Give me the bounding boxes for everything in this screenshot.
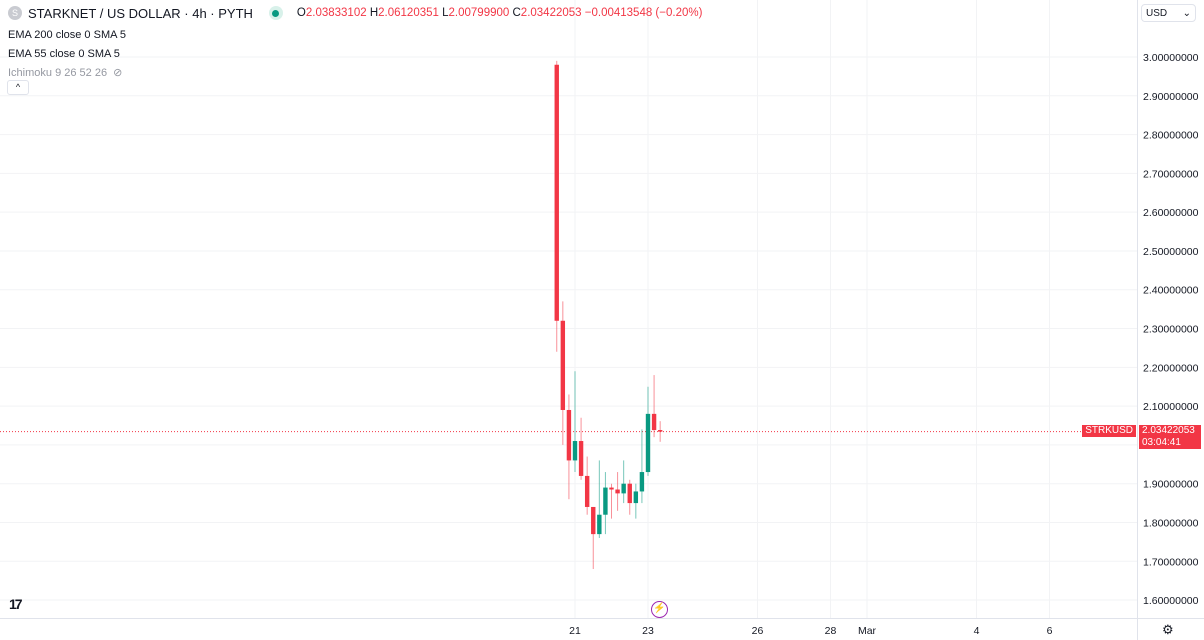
chevron-down-icon: ⌄ <box>1182 8 1191 19</box>
collapse-legend-button[interactable]: ^ <box>7 80 29 95</box>
x-tick-label: 26 <box>752 625 764 637</box>
x-tick-label: Mar <box>858 625 877 637</box>
symbol-price-tag: STRKUSD <box>1082 425 1136 437</box>
y-tick-label: 1.90000000 <box>1143 479 1199 491</box>
lightning-icon[interactable]: ⚡ <box>651 601 668 618</box>
candle-body <box>597 514 602 535</box>
candle-body <box>639 472 645 492</box>
y-tick-label: 1.60000000 <box>1143 595 1199 607</box>
y-tick-label: 2.10000000 <box>1143 401 1199 413</box>
candle-body <box>554 64 559 321</box>
y-tick-label: 3.00000000 <box>1143 52 1199 64</box>
y-tick-label: 1.80000000 <box>1143 517 1199 529</box>
x-tick-label: 23 <box>642 625 654 637</box>
candle-body <box>645 413 651 473</box>
candle-body <box>651 413 657 431</box>
currency-select[interactable]: USD ⌄ <box>1141 4 1196 22</box>
y-tick-label: 2.90000000 <box>1143 91 1199 103</box>
candle-body <box>615 489 620 494</box>
x-tick-label: 28 <box>825 625 837 637</box>
y-tick-label: 1.70000000 <box>1143 556 1199 568</box>
y-tick-label: 2.20000000 <box>1143 362 1199 374</box>
x-tick-label: 6 <box>1047 625 1053 637</box>
candle-body <box>560 320 566 410</box>
indicator-ema-200[interactable]: EMA 200 close 0 SMA 5 <box>8 29 127 41</box>
x-tick-label: 21 <box>569 625 581 637</box>
y-tick-label: 2.30000000 <box>1143 324 1199 336</box>
symbol-title[interactable]: STARKNET / US DOLLAR · 4h · PYTH <box>28 5 253 21</box>
market-status-icon[interactable] <box>268 6 283 20</box>
indicator-ema-55[interactable]: EMA 55 close 0 SMA 5 <box>8 48 120 60</box>
candle-body <box>572 441 578 461</box>
ohlc-values: O2.03833102 H2.06120351 L2.00799900 C2.0… <box>296 7 703 19</box>
chart-legend: S STARKNET / US DOLLAR · 4h · PYTH O2.03… <box>8 5 703 80</box>
eye-hidden-icon[interactable]: ⊘ <box>113 67 123 79</box>
candle-body <box>584 475 590 507</box>
y-tick-label: 2.40000000 <box>1143 285 1199 297</box>
indicator-ichimoku[interactable]: Ichimoku 9 26 52 26 ⊘ <box>8 66 123 80</box>
x-tick-label: 4 <box>974 625 980 637</box>
tradingview-logo[interactable]: 17 <box>9 596 23 612</box>
candle-body <box>566 409 572 461</box>
candle-body <box>578 441 584 476</box>
candle-body <box>657 430 663 432</box>
symbol-logo-icon: S <box>8 6 22 20</box>
y-tick-label: 2.70000000 <box>1143 168 1199 180</box>
y-tick-label: 2.80000000 <box>1143 130 1199 142</box>
y-tick-label: 2.60000000 <box>1143 207 1199 219</box>
candle-body <box>627 483 632 504</box>
last-price-label: 2.03422053 03:04:41 <box>1139 425 1201 449</box>
candle-body <box>621 483 626 494</box>
candle-body <box>633 491 639 504</box>
settings-icon[interactable]: ⚙ <box>1162 622 1174 637</box>
candle-body <box>603 487 608 515</box>
y-tick-label: 2.50000000 <box>1143 246 1199 258</box>
candle-body <box>591 506 596 535</box>
candle-body <box>609 487 614 490</box>
